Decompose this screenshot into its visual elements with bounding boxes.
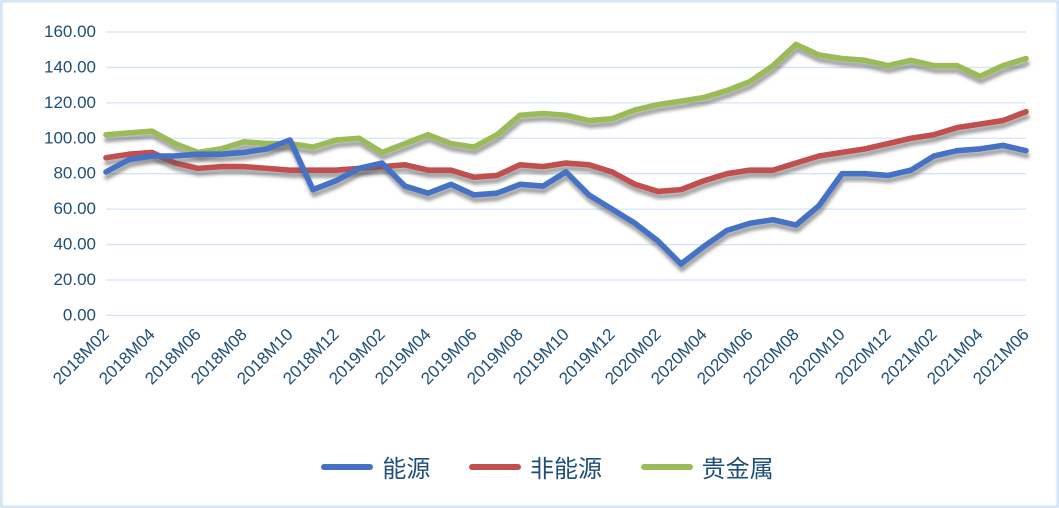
svg-text:60.00: 60.00 xyxy=(53,199,96,218)
svg-text:100.00: 100.00 xyxy=(44,128,96,147)
svg-text:80.00: 80.00 xyxy=(53,164,96,183)
svg-text:120.00: 120.00 xyxy=(44,93,96,112)
svg-text:140.00: 140.00 xyxy=(44,57,96,76)
svg-text:0.00: 0.00 xyxy=(63,305,96,324)
svg-text:40.00: 40.00 xyxy=(53,235,96,254)
svg-text:160.00: 160.00 xyxy=(44,22,96,41)
svg-text:20.00: 20.00 xyxy=(53,270,96,289)
